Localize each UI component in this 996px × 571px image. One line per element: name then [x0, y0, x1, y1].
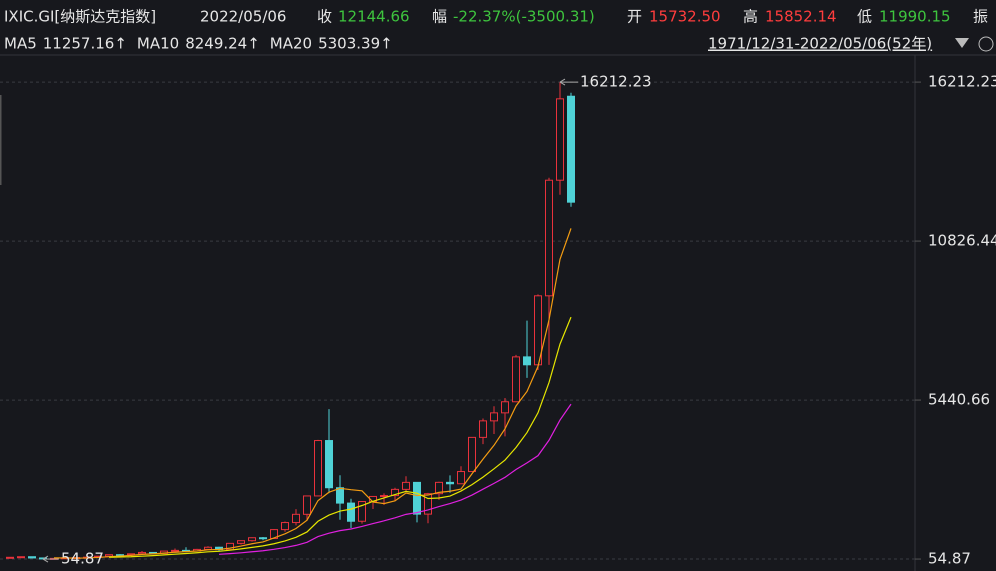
candle-body	[380, 495, 388, 498]
high-value: 15852.14	[765, 8, 837, 26]
candle-body	[501, 401, 509, 414]
candle-body	[490, 412, 498, 422]
legend-name: MA10	[137, 35, 179, 53]
candle-body	[457, 471, 465, 485]
candle-body	[303, 495, 311, 515]
candle-body	[347, 502, 355, 522]
candle-body	[358, 501, 366, 522]
legend-value: 11257.16↑	[43, 35, 127, 53]
candle-body	[468, 436, 476, 473]
ma-line	[53, 228, 572, 559]
change-value: -22.37%(-3500.31)	[453, 8, 595, 26]
open-label: 开	[627, 8, 642, 26]
candle-body	[512, 356, 520, 403]
candle-body	[281, 522, 289, 531]
legend-value: 5303.39↑	[318, 35, 393, 53]
close-label: 收	[317, 8, 332, 26]
candle-body	[171, 549, 179, 552]
date: 2022/05/06	[200, 8, 286, 26]
y-tick-label: 5440.66	[928, 391, 990, 409]
candle-body	[248, 537, 256, 542]
candle-body	[479, 420, 487, 438]
candle-body	[523, 356, 531, 366]
candle-body	[446, 481, 454, 485]
min-label: 54.87	[61, 550, 104, 568]
candle-body	[413, 481, 421, 515]
low-value: 11990.15	[879, 8, 951, 26]
candle-body	[325, 440, 333, 489]
quote-bar: IXIC.GI[纳斯达克指数] 2022/05/06 收 12144.66 幅 …	[4, 8, 994, 53]
ma-line	[218, 403, 572, 555]
candle-body	[28, 556, 36, 559]
candle-body	[402, 481, 410, 490]
y-tick-label: 54.87	[928, 550, 971, 568]
close-value: 12144.66	[338, 8, 410, 26]
candle-body	[567, 95, 575, 203]
legend-name: MA5	[4, 35, 37, 53]
legend-name: MA20	[270, 35, 312, 53]
candle-body	[204, 546, 212, 550]
y-tick-label: 10826.44	[928, 232, 996, 250]
y-tick-label: 16212.23	[928, 73, 996, 91]
candle-body	[259, 537, 267, 540]
candle-body	[314, 440, 322, 497]
date-range[interactable]: 1971/12/31-2022/05/06(52年)	[708, 35, 932, 53]
ma-line	[108, 316, 572, 558]
max-label: 16212.23	[580, 73, 652, 91]
candle-body	[556, 98, 564, 181]
amplitude-label: 振	[973, 8, 988, 26]
open-value: 15732.50	[649, 8, 721, 26]
high-label: 高	[743, 8, 758, 26]
candle-body	[6, 556, 14, 559]
symbol: IXIC.GI[纳斯达克指数]	[4, 8, 156, 26]
min-arrow	[42, 555, 49, 563]
candle-body	[545, 179, 553, 297]
range-dropdown[interactable]	[955, 38, 969, 48]
change-label: 幅	[432, 8, 447, 26]
zoom-icon[interactable]	[978, 36, 994, 52]
candle-body	[424, 493, 432, 515]
max-arrow	[559, 78, 566, 86]
candle-body	[336, 487, 344, 504]
candle-body	[138, 551, 146, 555]
candle-body	[237, 540, 245, 544]
candle-body	[391, 488, 399, 497]
candle-body	[435, 481, 443, 495]
candle-body	[17, 556, 25, 559]
legend-value: 8249.24↑	[185, 35, 260, 53]
candle-body	[292, 513, 300, 524]
low-label: 低	[857, 8, 872, 26]
